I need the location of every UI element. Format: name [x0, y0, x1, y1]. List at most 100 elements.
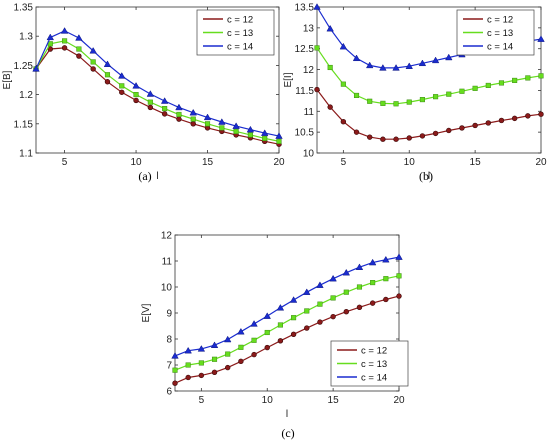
- series-line: [35, 47, 280, 145]
- data-point: [162, 106, 168, 112]
- data-point: [225, 364, 231, 371]
- x-tick-label: 20: [273, 157, 285, 168]
- data-point: [260, 129, 269, 136]
- data-point: [365, 61, 374, 69]
- data-point: [353, 129, 360, 135]
- y-tick-label: 12: [303, 65, 315, 76]
- data-point: [146, 90, 155, 97]
- data-point: [90, 66, 96, 72]
- data-point: [340, 119, 347, 125]
- data-point: [203, 113, 212, 121]
- y-tick-label: 11: [304, 107, 315, 118]
- data-point: [211, 356, 218, 362]
- data-point: [303, 288, 311, 295]
- y-axis-label: E[V]: [141, 303, 152, 322]
- data-point: [172, 367, 178, 373]
- data-point: [190, 116, 196, 122]
- data-point: [380, 100, 386, 106]
- data-point: [498, 80, 505, 86]
- data-point: [103, 60, 112, 67]
- data-point: [396, 293, 402, 299]
- data-point: [62, 38, 68, 44]
- legend: c = 12 c = 13 c = 14: [456, 9, 535, 56]
- data-point: [525, 113, 531, 119]
- x-tick-label: 10: [404, 157, 416, 168]
- data-point: [304, 325, 310, 331]
- data-point: [104, 79, 111, 85]
- data-point: [343, 289, 349, 295]
- data-point: [485, 120, 491, 126]
- data-point: [369, 300, 376, 306]
- data-point: [393, 101, 399, 107]
- data-point: [317, 301, 323, 307]
- data-point: [317, 319, 323, 325]
- x-axis-label: l: [286, 409, 288, 420]
- data-point: [511, 115, 518, 122]
- data-point: [355, 263, 364, 270]
- legend-label: c = 14: [227, 42, 253, 53]
- x-tick-label: 5: [62, 157, 68, 168]
- data-point: [290, 331, 297, 338]
- y-tick-label: 8: [166, 335, 172, 346]
- series-triangle: [32, 27, 283, 139]
- y-tick-label: 1.2: [19, 90, 33, 101]
- data-point: [172, 380, 178, 386]
- data-point: [418, 59, 427, 67]
- y-tick-label: 1.35: [14, 3, 34, 14]
- data-point: [368, 258, 377, 266]
- data-point: [327, 104, 333, 110]
- data-point: [119, 89, 125, 95]
- data-point: [446, 127, 452, 134]
- data-point: [382, 255, 390, 263]
- data-point: [238, 344, 244, 350]
- data-point: [61, 45, 68, 51]
- data-point: [171, 352, 179, 359]
- y-tick-label: 10.5: [295, 128, 315, 139]
- data-point: [46, 33, 55, 41]
- data-point: [419, 97, 425, 103]
- panel-caption: (b): [419, 169, 433, 183]
- data-point: [185, 362, 191, 368]
- data-point: [485, 82, 491, 88]
- data-point: [133, 92, 139, 98]
- legend-label: c = 12: [227, 15, 253, 26]
- plot-frame: [316, 6, 542, 154]
- x-tick-label: 10: [130, 157, 142, 168]
- data-point: [76, 46, 82, 52]
- data-point: [197, 345, 206, 352]
- data-point: [119, 83, 125, 89]
- y-tick-label: 9: [166, 309, 172, 320]
- data-point: [406, 135, 412, 141]
- data-point: [190, 121, 196, 127]
- data-point: [289, 296, 298, 303]
- y-tick-label: 11: [162, 257, 173, 268]
- plot-frame: [35, 6, 280, 154]
- data-point: [247, 132, 253, 138]
- data-point: [314, 45, 320, 51]
- y-axis-label: E[I]: [283, 72, 294, 87]
- data-point: [512, 77, 518, 83]
- data-point: [251, 351, 257, 358]
- data-point: [405, 62, 413, 69]
- data-point: [75, 34, 83, 41]
- data-point: [161, 111, 168, 117]
- data-point: [498, 117, 505, 124]
- data-point: [147, 104, 154, 111]
- data-point: [472, 122, 478, 129]
- series-square: [314, 45, 544, 107]
- data-point: [525, 75, 531, 81]
- data-point: [431, 56, 440, 64]
- data-point: [198, 360, 204, 366]
- y-tick-label: 12.5: [295, 44, 315, 55]
- data-point: [133, 97, 139, 104]
- data-point: [185, 374, 191, 381]
- data-point: [263, 312, 271, 319]
- x-tick-label: 15: [202, 157, 214, 168]
- y-tick-label: 13: [303, 23, 315, 34]
- data-point: [232, 122, 240, 129]
- data-point: [419, 133, 426, 139]
- data-point: [238, 358, 244, 365]
- data-point: [233, 128, 239, 134]
